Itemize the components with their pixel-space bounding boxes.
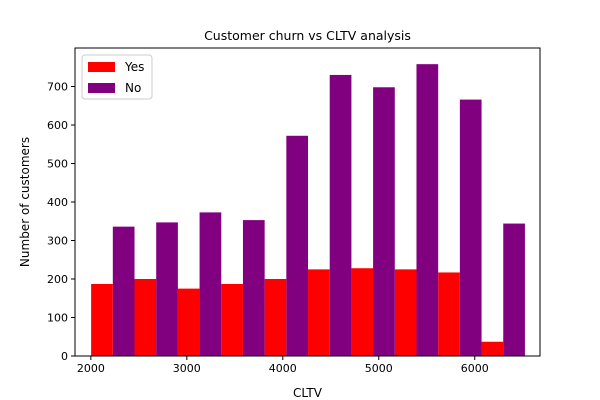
bar-yes-1 [134,279,157,356]
bar-no-7 [416,64,439,357]
y-axis-ticks: 0 100 200 300 400 500 600 700 [47,81,75,363]
x-axis-label: CLTV [293,386,323,400]
bar-yes-6 [351,268,374,356]
x-tick-label-1: 3000 [173,362,201,375]
x-tick-label-3: 5000 [365,362,393,375]
y-tick-label-2: 200 [47,273,68,286]
bar-yes-9 [481,341,504,356]
bar-no-2 [199,212,222,356]
y-axis-label: Number of customers [18,137,32,267]
x-tick-label-4: 6000 [461,362,489,375]
bar-no-4 [286,135,309,356]
bar-no-5 [329,74,352,356]
bar-no-6 [373,87,395,357]
y-tick-label-6: 600 [47,119,68,132]
bars-layer [91,64,525,357]
bar-no-3 [242,220,265,356]
legend-label-yes: Yes [124,60,144,74]
bar-yes-4 [264,279,287,356]
bar-no-9 [503,223,525,356]
x-tick-label-0: 2000 [77,362,105,375]
bar-yes-0 [91,284,113,356]
legend-swatch-no [88,83,115,93]
bar-yes-8 [438,272,460,356]
legend: Yes No [81,54,153,100]
y-tick-label-7: 700 [47,81,68,94]
legend-swatch-yes [88,62,115,72]
x-tick-label-2: 4000 [269,362,297,375]
y-tick-label-4: 400 [47,196,68,209]
bar-no-0 [112,226,135,356]
bar-no-8 [459,99,482,356]
legend-label-no: No [125,81,141,95]
bar-yes-5 [308,269,330,356]
y-tick-label-5: 500 [47,158,68,171]
x-axis-ticks: 2000 3000 4000 5000 6000 [77,356,489,375]
y-tick-label-0: 0 [61,350,68,363]
chart-title: Customer churn vs CLTV analysis [204,28,411,43]
bar-yes-2 [177,288,200,356]
bar-yes-7 [394,269,417,356]
y-tick-label-1: 100 [47,312,68,325]
y-tick-label-3: 300 [47,235,68,248]
bar-yes-3 [221,284,243,356]
bar-no-1 [156,222,178,356]
